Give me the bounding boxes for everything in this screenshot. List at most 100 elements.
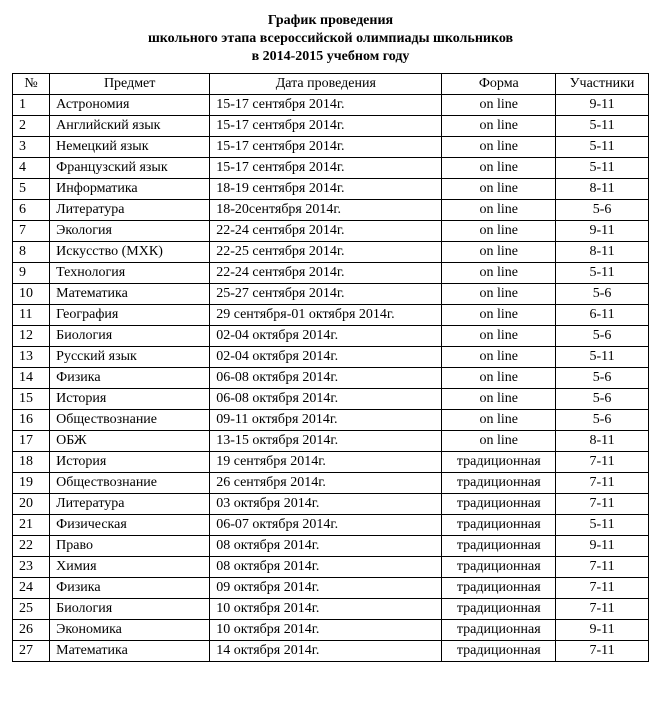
table-row: 23Химия08 октября 2014г.традиционная7-11: [13, 556, 649, 577]
cell-num: 25: [13, 598, 50, 619]
table-row: 16Обществознание09-11 октября 2014г.on l…: [13, 409, 649, 430]
cell-form: on line: [442, 94, 556, 115]
cell-participants: 5-11: [556, 262, 649, 283]
cell-subject: Химия: [50, 556, 210, 577]
cell-subject: Литература: [50, 199, 210, 220]
cell-form: on line: [442, 304, 556, 325]
cell-num: 14: [13, 367, 50, 388]
table-row: 9Технология22-24 сентября 2014г.on line5…: [13, 262, 649, 283]
cell-participants: 8-11: [556, 430, 649, 451]
cell-participants: 5-6: [556, 367, 649, 388]
cell-num: 16: [13, 409, 50, 430]
cell-subject: Немецкий язык: [50, 136, 210, 157]
cell-date: 10 октября 2014г.: [210, 619, 442, 640]
cell-form: традиционная: [442, 577, 556, 598]
cell-num: 15: [13, 388, 50, 409]
cell-subject: ОБЖ: [50, 430, 210, 451]
cell-form: on line: [442, 430, 556, 451]
cell-date: 06-07 октября 2014г.: [210, 514, 442, 535]
table-row: 15История06-08 октября 2014г.on line5-6: [13, 388, 649, 409]
cell-num: 2: [13, 115, 50, 136]
cell-subject: История: [50, 388, 210, 409]
page-title: График проведения школьного этапа всерос…: [12, 12, 649, 67]
cell-num: 13: [13, 346, 50, 367]
col-header-date: Дата проведения: [210, 73, 442, 94]
cell-date: 18-19 сентября 2014г.: [210, 178, 442, 199]
cell-subject: Физика: [50, 367, 210, 388]
cell-participants: 7-11: [556, 640, 649, 661]
cell-form: традиционная: [442, 514, 556, 535]
table-row: 13Русский язык02-04 октября 2014г.on lin…: [13, 346, 649, 367]
cell-subject: Математика: [50, 283, 210, 304]
cell-subject: История: [50, 451, 210, 472]
cell-form: традиционная: [442, 640, 556, 661]
cell-date: 22-24 сентября 2014г.: [210, 262, 442, 283]
table-row: 27Математика14 октября 2014г.традиционна…: [13, 640, 649, 661]
cell-form: on line: [442, 115, 556, 136]
table-row: 2Английский язык15-17 сентября 2014г.on …: [13, 115, 649, 136]
cell-date: 02-04 октября 2014г.: [210, 325, 442, 346]
cell-participants: 5-11: [556, 136, 649, 157]
cell-form: традиционная: [442, 598, 556, 619]
cell-date: 15-17 сентября 2014г.: [210, 157, 442, 178]
table-row: 21Физическая06-07 октября 2014г.традицио…: [13, 514, 649, 535]
cell-participants: 5-11: [556, 514, 649, 535]
cell-participants: 5-6: [556, 283, 649, 304]
cell-subject: Право: [50, 535, 210, 556]
cell-participants: 6-11: [556, 304, 649, 325]
table-row: 11География29 сентября-01 октября 2014г.…: [13, 304, 649, 325]
cell-form: on line: [442, 409, 556, 430]
cell-date: 09-11 октября 2014г.: [210, 409, 442, 430]
cell-participants: 5-6: [556, 325, 649, 346]
cell-participants: 7-11: [556, 577, 649, 598]
cell-form: on line: [442, 367, 556, 388]
cell-date: 22-25 сентября 2014г.: [210, 241, 442, 262]
cell-num: 12: [13, 325, 50, 346]
cell-num: 10: [13, 283, 50, 304]
cell-participants: 9-11: [556, 94, 649, 115]
table-row: 6Литература18-20сентября 2014г.on line5-…: [13, 199, 649, 220]
cell-subject: Французский язык: [50, 157, 210, 178]
cell-form: on line: [442, 262, 556, 283]
title-line-3: в 2014-2015 учебном году: [12, 48, 649, 66]
cell-date: 15-17 сентября 2014г.: [210, 94, 442, 115]
cell-participants: 9-11: [556, 220, 649, 241]
cell-subject: Литература: [50, 493, 210, 514]
cell-form: традиционная: [442, 556, 556, 577]
table-row: 25Биология10 октября 2014г.традиционная7…: [13, 598, 649, 619]
cell-form: традиционная: [442, 472, 556, 493]
cell-subject: География: [50, 304, 210, 325]
cell-num: 21: [13, 514, 50, 535]
cell-form: on line: [442, 157, 556, 178]
table-row: 20Литература03 октября 2014г.традиционна…: [13, 493, 649, 514]
cell-date: 10 октября 2014г.: [210, 598, 442, 619]
table-row: 7Экология22-24 сентября 2014г.on line9-1…: [13, 220, 649, 241]
cell-date: 15-17 сентября 2014г.: [210, 115, 442, 136]
table-row: 12Биология02-04 октября 2014г.on line5-6: [13, 325, 649, 346]
cell-num: 7: [13, 220, 50, 241]
title-line-1: График проведения: [12, 12, 649, 30]
cell-participants: 9-11: [556, 619, 649, 640]
cell-num: 6: [13, 199, 50, 220]
cell-date: 18-20сентября 2014г.: [210, 199, 442, 220]
cell-num: 1: [13, 94, 50, 115]
cell-form: on line: [442, 199, 556, 220]
cell-num: 8: [13, 241, 50, 262]
cell-num: 11: [13, 304, 50, 325]
col-header-participants: Участники: [556, 73, 649, 94]
cell-subject: Экономика: [50, 619, 210, 640]
cell-participants: 7-11: [556, 451, 649, 472]
cell-participants: 7-11: [556, 493, 649, 514]
cell-participants: 8-11: [556, 178, 649, 199]
cell-num: 5: [13, 178, 50, 199]
table-row: 17ОБЖ13-15 октября 2014г.on line8-11: [13, 430, 649, 451]
cell-subject: Астрономия: [50, 94, 210, 115]
cell-subject: Русский язык: [50, 346, 210, 367]
cell-participants: 8-11: [556, 241, 649, 262]
cell-date: 06-08 октября 2014г.: [210, 367, 442, 388]
cell-num: 3: [13, 136, 50, 157]
cell-subject: Математика: [50, 640, 210, 661]
table-row: 22Право08 октября 2014г.традиционная9-11: [13, 535, 649, 556]
table-row: 24Физика09 октября 2014г.традиционная7-1…: [13, 577, 649, 598]
cell-form: on line: [442, 178, 556, 199]
